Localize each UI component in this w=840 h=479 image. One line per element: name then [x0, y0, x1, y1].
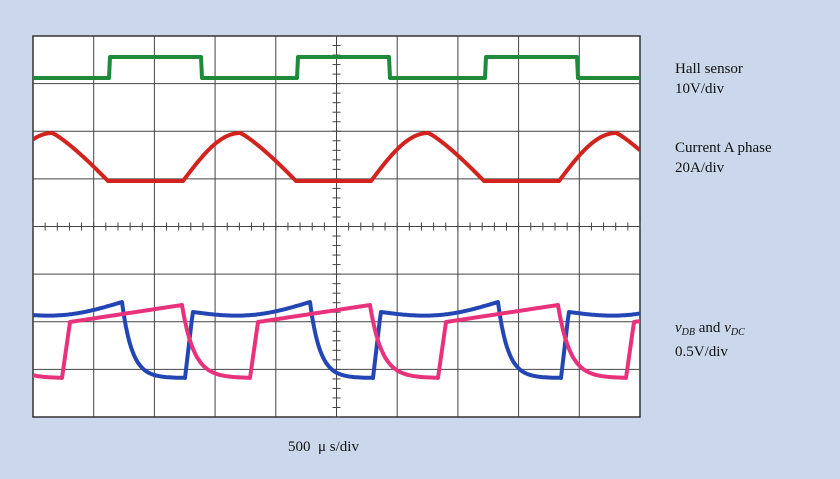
- channel-name: vDB and vDC: [675, 320, 745, 338]
- channel-scale: 0.5V/div: [675, 344, 728, 360]
- channel-name: Hall sensor: [675, 61, 743, 77]
- figure: Hall sensor 10V/div Current A phase 20A/…: [0, 0, 840, 479]
- page: {"channels": [ {"name": "Hall sensor", "…: [0, 0, 840, 479]
- subscript: DC: [730, 327, 745, 338]
- subscript: DB: [681, 327, 695, 338]
- channel-scale: 20A/div: [675, 160, 725, 176]
- channel-scale: 10V/div: [675, 81, 725, 97]
- channel-name: Current A phase: [675, 140, 772, 156]
- time-scale: 500 μ s/div: [288, 439, 359, 455]
- joiner: and: [695, 320, 724, 336]
